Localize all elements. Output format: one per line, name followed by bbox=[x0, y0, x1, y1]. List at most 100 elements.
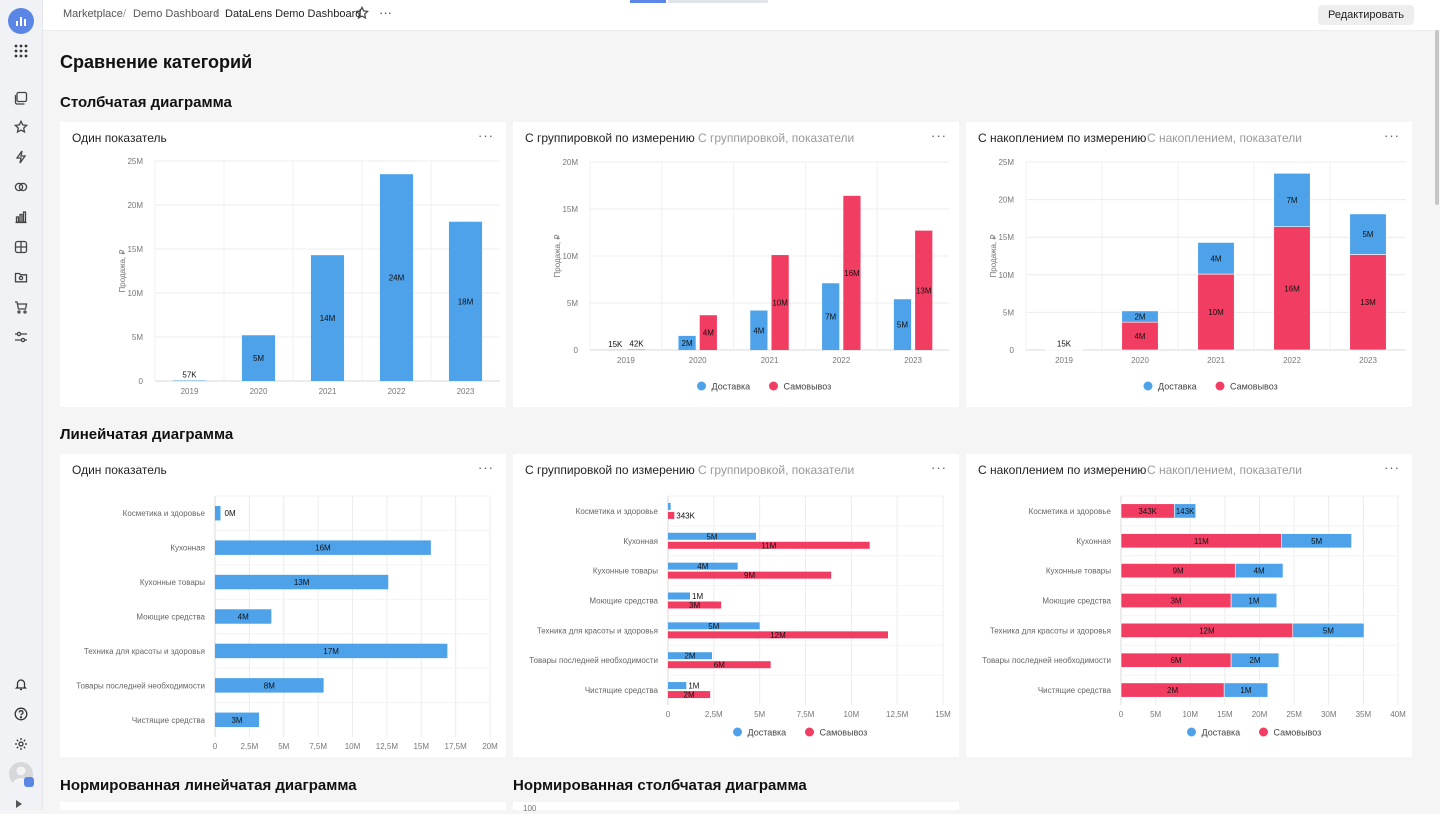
legend-marker bbox=[1144, 382, 1153, 391]
y-tick-label: 5M bbox=[1003, 308, 1014, 317]
legend-marker bbox=[1259, 728, 1268, 737]
y-tick-label: 15M bbox=[998, 233, 1014, 242]
y-tick-label: 10M bbox=[127, 289, 143, 298]
help-icon[interactable] bbox=[11, 704, 31, 724]
legend-marker bbox=[697, 382, 706, 391]
x-tick-label: 30M bbox=[1321, 710, 1337, 719]
x-tick-label: 15M bbox=[935, 710, 951, 719]
x-tick-label: 12,5M bbox=[376, 742, 399, 751]
data-label: 5M bbox=[1323, 626, 1334, 635]
x-tick-label: 2023 bbox=[904, 356, 922, 365]
bell-icon[interactable] bbox=[11, 674, 31, 694]
x-tick-label: 10M bbox=[844, 710, 860, 719]
datalens-logo[interactable] bbox=[8, 8, 34, 34]
edit-button[interactable]: Редактировать bbox=[1318, 5, 1414, 25]
collections-icon[interactable] bbox=[11, 88, 31, 108]
data-label: 5M bbox=[1362, 230, 1373, 239]
category-label: Кухонные товары bbox=[1046, 567, 1111, 576]
data-label: 0M bbox=[225, 509, 236, 518]
data-label: 343K bbox=[676, 511, 695, 520]
category-label: Техника для красоты и здоровья bbox=[84, 647, 205, 656]
cart-icon[interactable] bbox=[11, 297, 31, 317]
gear-icon[interactable] bbox=[11, 734, 31, 754]
settings-sliders-icon[interactable] bbox=[11, 327, 31, 347]
axis-tick-label: 100 bbox=[523, 804, 536, 813]
category-label: Кухонная bbox=[1076, 537, 1111, 546]
section-title-normalized-columns: Нормированная столбчатая диаграмма bbox=[513, 777, 807, 794]
data-label: 6M bbox=[1170, 656, 1181, 665]
breadcrumb-separator: / bbox=[123, 8, 126, 20]
x-tick-label: 2021 bbox=[319, 387, 337, 396]
category-label: Чистящие средства bbox=[1038, 686, 1112, 695]
data-label: 14M bbox=[320, 314, 336, 323]
x-tick-label: 7,5M bbox=[797, 710, 815, 719]
data-label: 3M bbox=[1170, 597, 1181, 606]
x-tick-label: 2022 bbox=[388, 387, 406, 396]
x-tick-label: 2023 bbox=[457, 387, 475, 396]
star-icon[interactable] bbox=[11, 117, 31, 137]
x-tick-label: 2021 bbox=[761, 356, 779, 365]
section-title-columns: Столбчатая диаграмма bbox=[60, 94, 232, 111]
tab-indicator[interactable] bbox=[668, 0, 768, 3]
legend-marker bbox=[1187, 728, 1196, 737]
more-actions-button[interactable]: ··· bbox=[379, 5, 392, 20]
category-label: Товары последней необходимости bbox=[982, 656, 1111, 665]
x-tick-label: 15M bbox=[413, 742, 429, 751]
widget-normalized-columns: 100 bbox=[513, 802, 959, 810]
data-label: 13M bbox=[294, 578, 310, 587]
page-title: Сравнение категорий bbox=[60, 52, 252, 73]
category-label: Косметика и здоровье bbox=[1029, 507, 1112, 516]
connections-icon[interactable] bbox=[11, 177, 31, 197]
favorite-star-icon[interactable] bbox=[355, 6, 369, 25]
legend-marker bbox=[769, 382, 778, 391]
x-tick-label: 10M bbox=[1182, 710, 1198, 719]
category-label: Косметика и здоровье bbox=[576, 507, 659, 516]
breadcrumb-demo-dashboard[interactable]: Demo Dashboard bbox=[133, 8, 219, 20]
datasets-icon[interactable] bbox=[11, 207, 31, 227]
section-title-normalized-bars: Нормированная линейчатая диаграмма bbox=[60, 777, 357, 794]
data-label: 24M bbox=[389, 274, 405, 283]
legend-marker bbox=[733, 728, 742, 737]
apps-grid-icon[interactable] bbox=[11, 41, 31, 61]
lightning-icon[interactable] bbox=[11, 147, 31, 167]
data-label: 3M bbox=[231, 716, 242, 725]
expand-sidebar-icon[interactable] bbox=[15, 796, 23, 814]
x-tick-label: 10M bbox=[345, 742, 361, 751]
data-label: 1M bbox=[688, 682, 699, 691]
x-tick-label: 2022 bbox=[832, 356, 850, 365]
y-tick-label: 25M bbox=[998, 158, 1014, 167]
x-tick-label: 0 bbox=[213, 742, 218, 751]
top-bar: Marketplace / Demo Dashboard / DataLens … bbox=[43, 0, 1440, 31]
legend-label: Самовывоз bbox=[820, 728, 868, 738]
breadcrumb-separator: / bbox=[215, 8, 218, 20]
x-tick-label: 2,5M bbox=[705, 710, 723, 719]
y-tick-label: 20M bbox=[127, 201, 143, 210]
breadcrumb-marketplace[interactable]: Marketplace bbox=[63, 8, 123, 20]
page-scrollbar[interactable] bbox=[1435, 30, 1439, 205]
y-tick-label: 10M bbox=[998, 271, 1014, 280]
x-tick-label: 15M bbox=[1217, 710, 1233, 719]
active-tab-indicator[interactable] bbox=[630, 0, 666, 3]
x-tick-label: 5M bbox=[1150, 710, 1161, 719]
x-tick-label: 2019 bbox=[617, 356, 635, 365]
data-label: 16M bbox=[844, 269, 860, 278]
data-label: 5M bbox=[897, 321, 908, 330]
data-label: 5M bbox=[706, 532, 717, 541]
x-tick-label: 5M bbox=[754, 710, 765, 719]
folder-icon[interactable] bbox=[11, 267, 31, 287]
dashboards-icon[interactable] bbox=[11, 237, 31, 257]
y-tick-label: 5M bbox=[132, 333, 143, 342]
data-label: 4M bbox=[1254, 567, 1265, 576]
x-tick-label: 5M bbox=[278, 742, 289, 751]
x-tick-label: 0 bbox=[666, 710, 671, 719]
x-tick-label: 25M bbox=[1286, 710, 1302, 719]
data-label: 4M bbox=[238, 613, 249, 622]
category-label: Кухонная bbox=[623, 537, 658, 546]
y-tick-label: 0 bbox=[574, 346, 579, 355]
y-axis-title: Продажа, ₽ bbox=[118, 250, 127, 293]
data-label: 17M bbox=[323, 647, 339, 656]
data-label: 18M bbox=[458, 297, 474, 306]
data-label: 10M bbox=[772, 299, 788, 308]
category-label: Моющие средства bbox=[589, 597, 658, 606]
